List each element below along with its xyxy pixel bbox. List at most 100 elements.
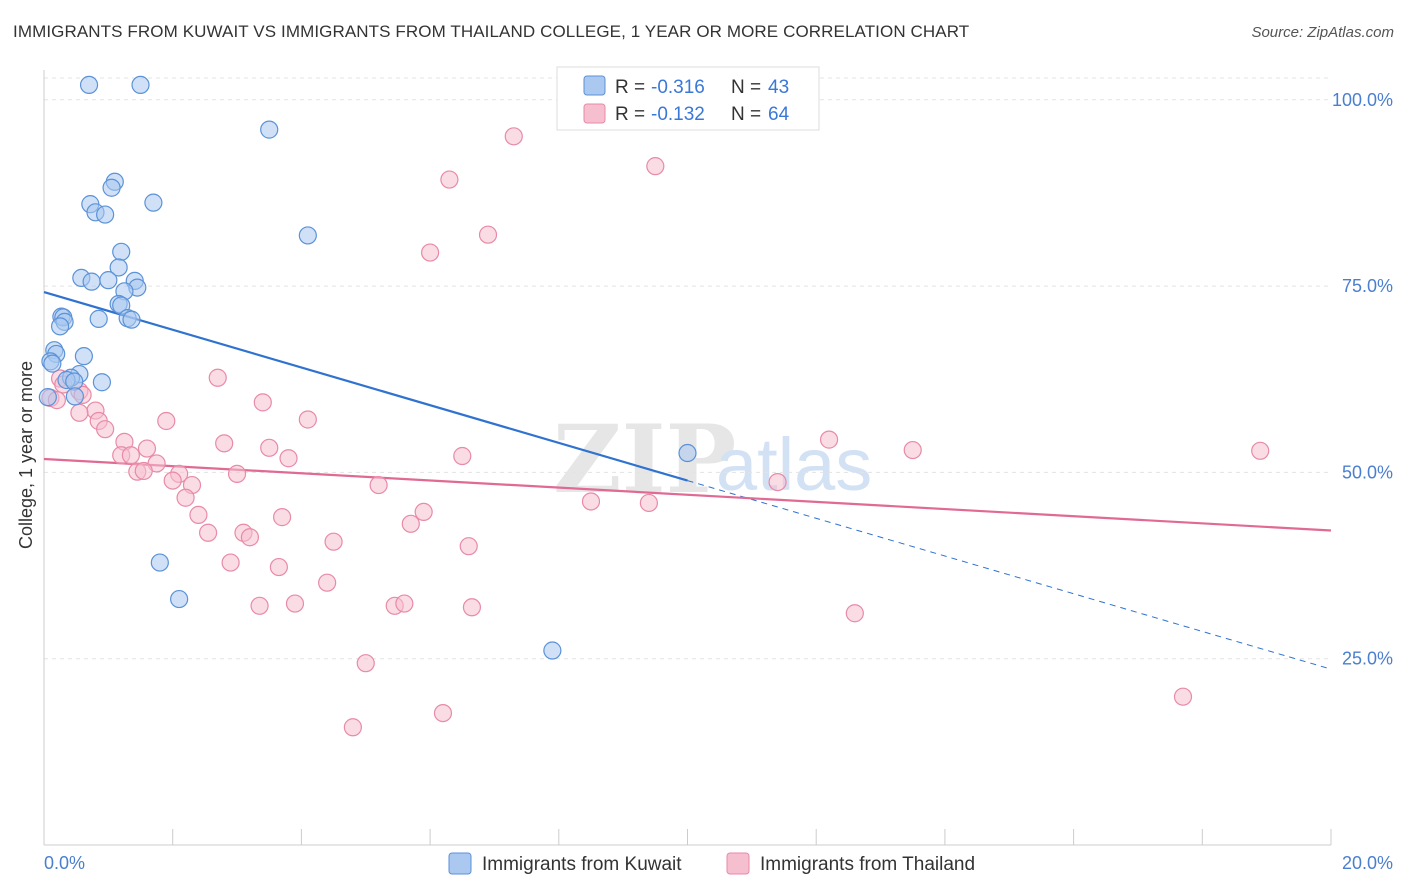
point-kuwait-9 xyxy=(298,226,317,245)
point-kuwait-26 xyxy=(122,310,141,329)
y-tick-label-0: 25.0% xyxy=(1342,649,1393,669)
x-tick-label-0: 0.0% xyxy=(44,853,85,873)
point-kuwait-41 xyxy=(170,589,189,609)
point-thailand-59 xyxy=(845,604,864,623)
y-tick-labels: 25.0% 50.0% 75.0% 100.0% xyxy=(1332,90,1393,669)
legend-r-label-kuwait: R = xyxy=(615,77,645,98)
legend-swatch-thailand xyxy=(583,103,606,124)
point-thailand-18 xyxy=(96,420,115,439)
point-kuwait-29 xyxy=(74,347,93,366)
source-label: Source: ZipAtlas.com xyxy=(1251,24,1394,41)
point-kuwait-42 xyxy=(543,641,562,660)
bottom-legend-label-thailand: Immigrants from Thailand xyxy=(760,854,975,875)
series-kuwait-points xyxy=(38,75,697,660)
point-thailand-27 xyxy=(121,446,140,465)
point-kuwait-13 xyxy=(82,272,101,291)
point-thailand-37 xyxy=(369,475,388,495)
point-thailand-52 xyxy=(269,557,288,577)
point-thailand-49 xyxy=(324,532,343,551)
point-thailand-45 xyxy=(401,514,420,533)
trend-line-kuwait-extension xyxy=(687,480,1332,670)
point-kuwait-5 xyxy=(144,193,163,212)
point-thailand-41 xyxy=(639,493,658,513)
point-thailand-40 xyxy=(581,492,601,511)
point-thailand-14 xyxy=(70,403,89,422)
legend-r-label-thailand: R = xyxy=(615,104,645,125)
point-kuwait-0 xyxy=(79,75,99,95)
point-thailand-61 xyxy=(1173,687,1193,706)
bottom-legend-swatch-thailand xyxy=(726,852,750,875)
point-kuwait-14 xyxy=(99,271,118,290)
point-kuwait-11 xyxy=(109,258,128,277)
y-tick-label-2: 75.0% xyxy=(1342,276,1393,296)
point-thailand-24 xyxy=(903,440,922,460)
legend-n-value-thailand: 64 xyxy=(768,104,790,125)
point-thailand-55 xyxy=(285,594,305,613)
point-thailand-23 xyxy=(819,430,839,449)
gridlines xyxy=(44,77,1331,660)
trend-line-thailand xyxy=(43,457,1332,532)
point-kuwait-38 xyxy=(38,388,57,407)
point-thailand-2 xyxy=(440,170,459,189)
point-thailand-62 xyxy=(433,704,453,723)
y-tick-label-3: 100.0% xyxy=(1332,90,1393,110)
point-thailand-25 xyxy=(1251,441,1270,460)
axes xyxy=(43,70,1332,846)
point-thailand-48 xyxy=(240,528,260,547)
trend-lines xyxy=(43,291,1332,670)
legend-n-label-thailand: N = xyxy=(731,104,761,125)
point-thailand-1 xyxy=(646,157,665,176)
point-thailand-21 xyxy=(260,438,279,457)
point-kuwait-37 xyxy=(65,387,84,406)
series-thailand-points xyxy=(41,127,1270,737)
point-thailand-17 xyxy=(298,410,317,429)
point-thailand-44 xyxy=(414,502,433,521)
y-axis-title: College, 1 year or more xyxy=(16,361,36,549)
point-thailand-22 xyxy=(137,439,157,458)
bottom-legend-label-kuwait: Immigrants from Kuwait xyxy=(482,854,682,875)
point-thailand-57 xyxy=(395,594,414,613)
watermark-atlas: atlas xyxy=(716,423,872,506)
trend-line-kuwait xyxy=(43,291,688,482)
point-thailand-46 xyxy=(198,523,218,542)
point-thailand-16 xyxy=(157,411,176,431)
point-kuwait-2 xyxy=(260,120,279,139)
point-thailand-29 xyxy=(453,446,472,466)
point-thailand-43 xyxy=(272,508,292,527)
bottom-legend-swatch-kuwait xyxy=(448,852,472,875)
legend-n-label-kuwait: N = xyxy=(731,77,761,98)
point-kuwait-10 xyxy=(112,242,131,261)
x-tick-labels: 0.0% 20.0% xyxy=(44,853,1393,873)
point-kuwait-31 xyxy=(43,354,62,373)
point-thailand-5 xyxy=(208,368,227,387)
legend-r-value-thailand: -0.132 xyxy=(651,104,705,125)
point-thailand-51 xyxy=(221,553,240,572)
chart-title: IMMIGRANTS FROM KUWAIT VS IMMIGRANTS FRO… xyxy=(13,22,970,41)
legend-r-value-kuwait: -0.316 xyxy=(651,77,705,98)
point-kuwait-40 xyxy=(150,553,169,572)
legend-swatch-kuwait xyxy=(583,75,606,96)
point-thailand-58 xyxy=(462,598,482,617)
point-thailand-4 xyxy=(421,243,440,262)
watermark: ZIP atlas xyxy=(553,405,872,515)
point-kuwait-39 xyxy=(678,443,697,463)
point-kuwait-1 xyxy=(131,75,150,95)
x-tick-label-1: 20.0% xyxy=(1342,853,1393,873)
point-thailand-60 xyxy=(356,654,375,673)
point-thailand-0 xyxy=(504,127,523,146)
point-thailand-38 xyxy=(768,472,787,492)
point-kuwait-35 xyxy=(92,373,112,392)
y-tick-label-1: 50.0% xyxy=(1342,462,1393,482)
point-thailand-12 xyxy=(253,393,272,412)
point-kuwait-20 xyxy=(89,309,108,328)
point-thailand-28 xyxy=(279,449,298,468)
point-thailand-53 xyxy=(318,573,337,592)
point-thailand-50 xyxy=(459,537,478,556)
point-thailand-63 xyxy=(343,718,362,737)
point-thailand-54 xyxy=(250,596,269,615)
stats-legend: R = -0.316 N = 43 R = -0.132 N = 64 xyxy=(556,66,820,131)
point-thailand-39 xyxy=(176,488,195,507)
series-legend: Immigrants from Kuwait Immigrants from T… xyxy=(448,852,975,875)
point-kuwait-24 xyxy=(50,317,70,336)
